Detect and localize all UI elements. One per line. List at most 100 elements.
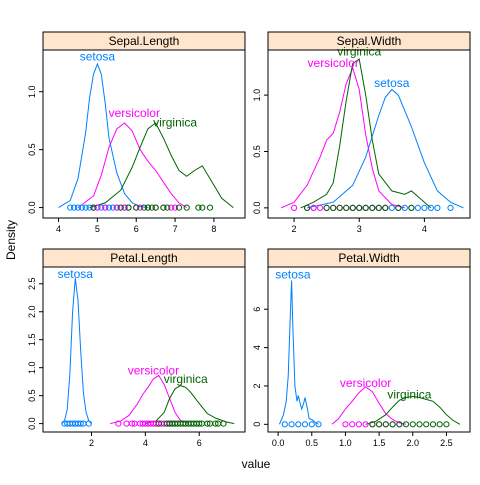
density-line-virginica bbox=[145, 385, 235, 425]
data-point-versicolor bbox=[317, 204, 324, 211]
y-tick-label: 0.5 bbox=[252, 145, 262, 158]
series-label-virginica: virginica bbox=[337, 45, 381, 59]
x-tick-label: 6 bbox=[197, 438, 202, 448]
series-label-setosa: setosa bbox=[275, 268, 311, 282]
panel-frame bbox=[267, 266, 471, 433]
data-point-setosa bbox=[98, 204, 105, 211]
data-point-virginica bbox=[382, 421, 389, 428]
series-label-versicolor: versicolor bbox=[109, 106, 160, 120]
series-label-virginica: virginica bbox=[387, 387, 431, 401]
data-point-versicolor bbox=[342, 421, 349, 428]
x-tick-label: 1.0 bbox=[339, 438, 352, 448]
data-point-setosa bbox=[105, 204, 113, 211]
data-point-setosa bbox=[308, 421, 315, 428]
data-point-virginica bbox=[206, 204, 214, 211]
data-point-setosa bbox=[85, 420, 92, 427]
data-point-versicolor bbox=[349, 421, 356, 428]
series-label-setosa: setosa bbox=[80, 49, 116, 63]
data-point-virginica bbox=[369, 421, 376, 428]
x-tick-label: 5 bbox=[95, 224, 100, 234]
data-point-versicolor bbox=[128, 420, 135, 427]
panel-frame bbox=[267, 49, 471, 219]
y-tick-label: 1.5 bbox=[27, 333, 37, 346]
data-point-setosa bbox=[109, 204, 117, 211]
density-line-versicolor bbox=[331, 386, 407, 425]
x-tick-label: 2 bbox=[292, 224, 297, 234]
density-line-setosa bbox=[306, 88, 464, 209]
density-line-setosa bbox=[58, 62, 148, 209]
data-point-virginica bbox=[343, 204, 350, 211]
series-label-versicolor: versicolor bbox=[340, 376, 391, 390]
data-point-versicolor bbox=[123, 420, 130, 427]
x-tick-label: 0.0 bbox=[272, 438, 285, 448]
data-point-versicolor bbox=[121, 204, 128, 211]
data-point-virginica bbox=[336, 204, 343, 211]
density-line-versicolor bbox=[280, 66, 405, 209]
density-line-setosa bbox=[61, 278, 92, 424]
data-point-virginica bbox=[396, 421, 403, 428]
data-point-versicolor bbox=[115, 420, 122, 427]
series-label-virginica: virginica bbox=[164, 372, 208, 386]
data-point-virginica bbox=[152, 204, 159, 211]
data-point-setosa bbox=[301, 421, 309, 428]
data-point-versicolor bbox=[355, 421, 362, 428]
data-point-setosa bbox=[86, 204, 93, 211]
panel-title: Sepal.Length bbox=[109, 34, 180, 48]
data-point-setosa bbox=[78, 204, 85, 211]
data-point-virginica bbox=[140, 204, 148, 211]
x-tick-label: 7 bbox=[173, 224, 178, 234]
data-point-setosa bbox=[288, 421, 295, 428]
x-tick-label: 3 bbox=[357, 224, 362, 234]
data-point-virginica bbox=[148, 204, 155, 211]
data-point-virginica bbox=[402, 421, 410, 428]
panel-title: Petal.Width bbox=[338, 251, 399, 265]
density-line-virginica bbox=[89, 122, 234, 209]
data-point-virginica bbox=[196, 420, 203, 427]
data-point-setosa bbox=[427, 204, 434, 211]
data-point-versicolor bbox=[310, 204, 317, 211]
data-point-virginica bbox=[362, 204, 369, 211]
data-point-virginica bbox=[375, 204, 382, 211]
series-label-versicolor: versicolor bbox=[308, 56, 359, 70]
data-point-setosa bbox=[421, 204, 428, 211]
data-point-versicolor bbox=[102, 204, 109, 211]
data-point-versicolor bbox=[137, 204, 144, 211]
x-tick-label: 4 bbox=[422, 224, 427, 234]
data-point-virginica bbox=[369, 204, 376, 211]
data-point-virginica bbox=[416, 421, 423, 428]
data-point-virginica bbox=[204, 420, 211, 427]
data-point-virginica bbox=[423, 421, 430, 428]
data-point-virginica bbox=[409, 421, 416, 428]
x-tick-label: 2 bbox=[89, 438, 94, 448]
data-point-virginica bbox=[133, 204, 140, 211]
data-point-virginica bbox=[117, 204, 124, 211]
data-point-virginica bbox=[330, 204, 337, 211]
x-tick-label: 2.0 bbox=[407, 438, 420, 448]
series-label-setosa: setosa bbox=[58, 267, 94, 281]
data-point-virginica bbox=[376, 421, 383, 428]
data-point-setosa bbox=[82, 204, 89, 211]
data-point-virginica bbox=[144, 204, 151, 211]
data-point-virginica bbox=[443, 421, 450, 428]
data-point-setosa bbox=[315, 421, 322, 428]
data-point-versicolor bbox=[113, 204, 120, 211]
data-point-virginica bbox=[195, 204, 202, 211]
data-point-setosa bbox=[77, 420, 84, 427]
data-point-versicolor bbox=[362, 421, 369, 428]
x-tick-label: 8 bbox=[211, 224, 216, 234]
data-point-virginica bbox=[304, 204, 311, 211]
panel-title: Petal.Length bbox=[110, 251, 177, 265]
data-point-virginica bbox=[389, 421, 396, 428]
y-tick-label: 0.5 bbox=[27, 143, 37, 156]
density-line-virginica bbox=[300, 58, 432, 209]
data-point-setosa bbox=[295, 421, 302, 428]
data-point-virginica bbox=[164, 204, 171, 211]
series-label-setosa: setosa bbox=[374, 76, 410, 90]
y-tick-label: 0.0 bbox=[27, 201, 37, 214]
series-label-virginica: virginica bbox=[153, 116, 197, 130]
data-point-setosa bbox=[388, 204, 395, 211]
data-point-versicolor bbox=[172, 204, 179, 211]
panel-title: Sepal.Width bbox=[337, 34, 402, 48]
